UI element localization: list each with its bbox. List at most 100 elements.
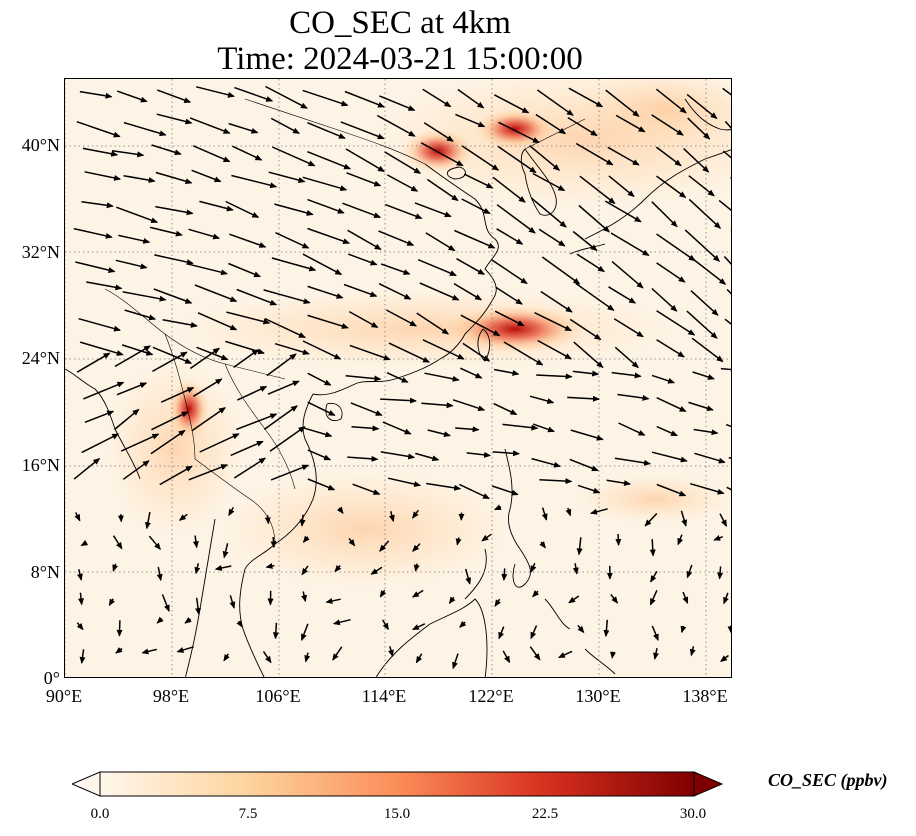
wind-arrow <box>493 94 530 114</box>
wind-arrow <box>384 203 423 220</box>
wind-arrow <box>76 352 111 373</box>
plume-taiwan-strait <box>445 305 585 353</box>
wind-arrow <box>412 543 421 552</box>
wind-arrow <box>452 399 486 412</box>
wind-arrow <box>384 151 422 174</box>
wind-arrow <box>689 646 696 657</box>
chart-title-line1: CO_SEC at 4km <box>289 5 511 41</box>
wind-arrow <box>455 113 486 128</box>
wind-arrow <box>502 650 511 664</box>
wind-arrow <box>611 371 642 379</box>
wind-arrow <box>719 513 728 527</box>
colorbar <box>72 771 724 797</box>
wind-arrow <box>346 172 382 187</box>
wind-arrow <box>236 413 278 431</box>
wind-arrow <box>345 148 385 173</box>
wind-arrow <box>426 482 462 491</box>
wind-arrow <box>688 198 722 229</box>
wind-arrow <box>270 464 310 481</box>
wind-arrow <box>223 653 230 662</box>
wind-arrow <box>536 373 573 380</box>
wind-arrow <box>302 253 343 276</box>
wind-arrow <box>82 147 119 157</box>
wind-arrow <box>455 426 480 433</box>
wind-arrow <box>656 339 685 358</box>
wind-arrow <box>718 199 731 211</box>
wind-arrow <box>265 563 275 569</box>
wind-arrow <box>378 283 412 300</box>
wind-arrow <box>345 375 382 382</box>
wind-arrow <box>386 174 419 192</box>
wind-arrow <box>123 121 167 137</box>
wind-arrow <box>84 171 122 181</box>
wind-arrow <box>380 263 411 275</box>
wind-arrow <box>694 452 726 464</box>
wind-arrow <box>189 117 231 134</box>
wind-arrow <box>149 226 183 237</box>
wind-arrow <box>454 229 496 249</box>
wind-arrow <box>651 114 684 136</box>
wind-arrow <box>114 408 140 431</box>
wind-arrow <box>417 259 457 277</box>
wind-arrow <box>573 341 604 369</box>
wind-arrow <box>275 232 310 249</box>
wind-arrow <box>264 317 306 339</box>
wind-arrow <box>567 116 598 137</box>
wind-arrow <box>498 626 505 640</box>
wind-arrow <box>272 622 279 640</box>
wind-arrow <box>656 397 687 412</box>
wind-arrow <box>720 367 731 371</box>
wind-arrow <box>155 205 194 216</box>
wind-arrow <box>532 590 540 598</box>
wind-arrow <box>121 344 154 356</box>
wind-arrow <box>603 619 610 638</box>
wind-arrow <box>611 261 644 289</box>
wind-arrow <box>577 624 585 634</box>
wind-arrow <box>534 312 572 332</box>
wind-arrow <box>120 433 160 452</box>
wind-arrow <box>86 281 123 291</box>
wind-arrow <box>197 312 238 331</box>
wind-arrow <box>493 402 518 416</box>
wind-arrow <box>713 535 723 541</box>
wind-arrow <box>650 571 658 583</box>
lon-tick-98e: 98°E <box>152 686 190 706</box>
wind-arrow <box>686 564 693 579</box>
wind-arrow <box>304 652 311 663</box>
wind-arrow <box>448 596 456 605</box>
wind-arrow <box>656 175 687 199</box>
wind-arrow <box>680 625 687 634</box>
wind-arrow <box>78 317 121 332</box>
wind-arrow <box>153 288 193 304</box>
wind-arrow <box>570 429 604 441</box>
wind-arrow <box>608 175 635 198</box>
wind-arrow <box>388 511 395 523</box>
wind-arrow <box>302 340 342 360</box>
colorbar-max-extend <box>693 771 724 797</box>
wind-arrow <box>590 508 608 515</box>
wind-arrow <box>351 425 380 432</box>
wind-arrow <box>498 121 540 144</box>
wind-arrow <box>656 233 696 262</box>
wind-arrow <box>307 449 332 461</box>
wind-arrow <box>413 563 420 572</box>
wind-arrow <box>307 478 336 491</box>
wind-arrow <box>347 253 378 266</box>
wind-arrow <box>677 534 684 546</box>
wind-arrow <box>456 258 485 275</box>
wind-arrow <box>271 257 317 272</box>
chart-title-line2: Time: 2024-03-21 15:00:00 <box>217 41 583 77</box>
wind-arrow <box>615 114 646 133</box>
wind-arrow <box>116 620 123 637</box>
wind-arrow <box>494 310 525 327</box>
wind-arrow <box>689 256 727 285</box>
wind-arrow <box>464 568 472 585</box>
wind-arrow <box>228 122 259 134</box>
wind-arrow <box>723 255 731 265</box>
wind-arrow <box>386 309 417 327</box>
map-svg <box>65 79 731 677</box>
wind-arrow <box>152 346 193 364</box>
wind-arrow <box>229 595 236 609</box>
wind-arrow <box>188 464 229 481</box>
wind-arrow <box>453 282 483 301</box>
